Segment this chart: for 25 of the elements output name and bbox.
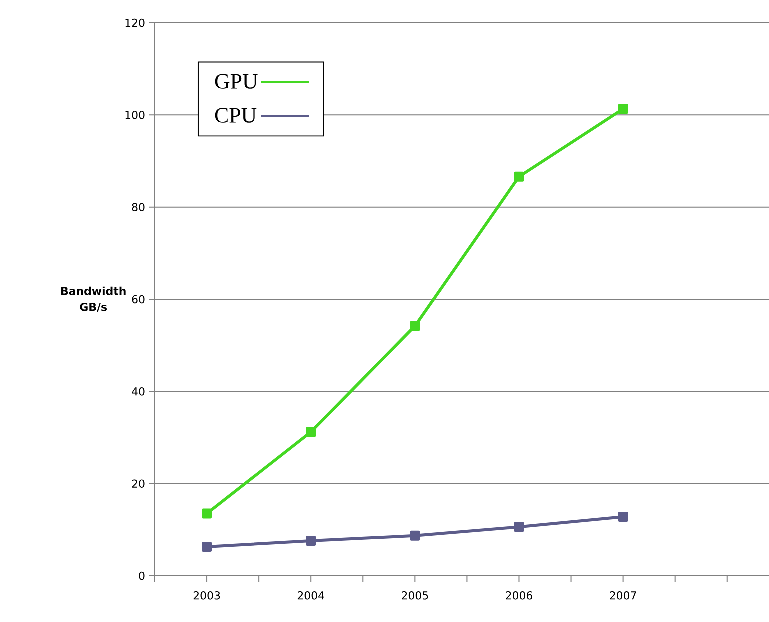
legend-label: CPU	[215, 108, 257, 123]
y-tick-label: 80	[132, 203, 145, 212]
y-axis-title: Bandwidth GB/s	[62, 286, 126, 312]
point	[618, 104, 628, 114]
x-tick-label: 2004	[298, 592, 324, 600]
x-tick-label: 2003	[194, 592, 220, 600]
x-tick-label: 2005	[402, 592, 428, 600]
x-tick-label: 2006	[506, 592, 532, 600]
x-tick-label: 2007	[610, 592, 636, 600]
y-tick-label: 40	[132, 388, 145, 396]
y-tick-label: 60	[132, 295, 145, 304]
point	[306, 536, 316, 546]
y-tick-label: 20	[132, 480, 145, 488]
point	[202, 542, 212, 552]
point	[410, 321, 420, 332]
point	[514, 522, 524, 532]
point	[410, 530, 420, 541]
point	[306, 427, 316, 438]
y-tick-label: 120	[126, 18, 145, 28]
point	[618, 512, 628, 522]
point	[202, 508, 212, 519]
y-tick-label: 0	[139, 572, 145, 580]
point	[514, 172, 524, 182]
y-tick-label: 100	[126, 111, 145, 120]
legend-label: GPU	[215, 74, 258, 89]
